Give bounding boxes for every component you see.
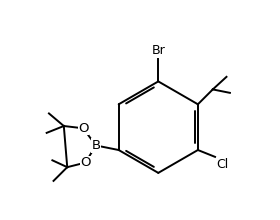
Text: O: O [78,122,88,135]
Text: B: B [91,139,101,152]
Text: Cl: Cl [216,158,228,171]
Text: O: O [80,156,91,169]
Text: Br: Br [151,44,165,57]
